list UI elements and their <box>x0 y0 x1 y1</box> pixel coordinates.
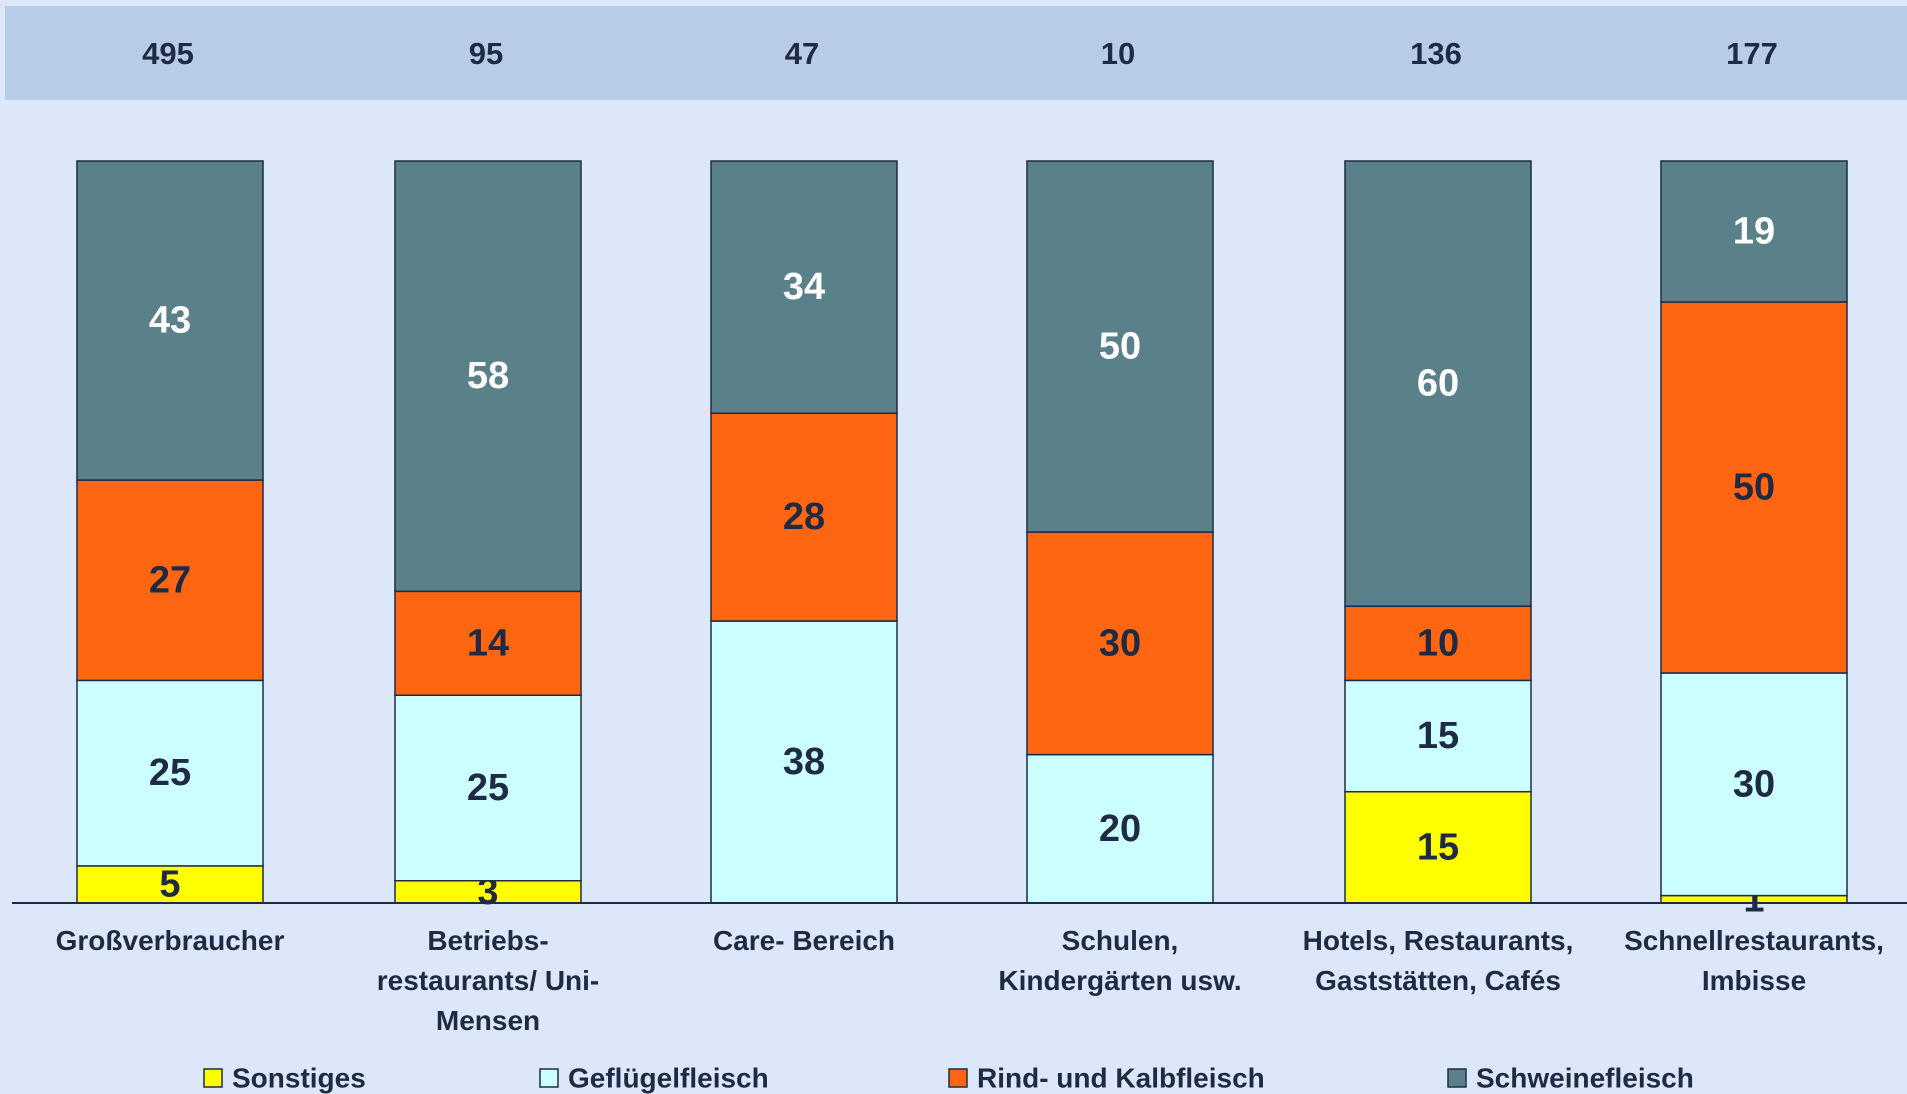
value-label: 58 <box>467 355 509 397</box>
value-label: 50 <box>1099 326 1141 368</box>
bar-segment <box>1026 753 1214 904</box>
value-label: 27 <box>149 559 191 601</box>
bar-segment <box>1660 160 1848 303</box>
bar-segment <box>1660 301 1848 674</box>
value-label: 34 <box>783 266 825 308</box>
value-label: 10 <box>1417 622 1459 664</box>
bar-segment <box>1026 160 1214 533</box>
value-label: 19 <box>1733 211 1775 253</box>
category-label: Care- Bereich <box>712 925 896 956</box>
value-label: 30 <box>1733 763 1775 805</box>
legend-swatch <box>1447 1068 1467 1088</box>
category-label: Hotels, Restaurants, Gaststätten, Cafés <box>1302 925 1574 996</box>
legend-swatch <box>539 1068 559 1088</box>
total-label: 495 <box>142 36 194 71</box>
value-label: 43 <box>149 300 191 342</box>
header-band <box>5 6 1907 100</box>
value-label: 15 <box>1417 826 1459 868</box>
total-label: 10 <box>1101 36 1135 71</box>
category-label: Betriebs- restaurants/ Uni- Mensen <box>376 925 600 1036</box>
legend-label: Sonstiges <box>232 1062 366 1093</box>
bar-segment <box>1344 160 1532 607</box>
legend-label: Geflügelfleisch <box>568 1062 769 1093</box>
value-label: 60 <box>1417 363 1459 405</box>
total-label: 136 <box>1410 36 1462 71</box>
value-label: 30 <box>1099 622 1141 664</box>
bar-segment <box>76 479 264 682</box>
bar-segment <box>394 694 582 882</box>
bar-segment <box>1660 672 1848 897</box>
bar-segment <box>76 160 264 481</box>
legend-swatch <box>203 1068 223 1088</box>
value-label: 20 <box>1099 808 1141 850</box>
bar-segment <box>394 590 582 696</box>
category-label: Schnellrestaurants, Imbisse <box>1624 925 1884 996</box>
value-label: 25 <box>149 752 191 794</box>
bar-segment <box>1344 790 1532 904</box>
bar-segment <box>710 620 898 904</box>
value-label: 14 <box>467 622 509 664</box>
total-label: 95 <box>469 36 503 71</box>
bar-segment <box>710 160 898 415</box>
legend-label: Rind- und Kalbfleisch <box>977 1062 1265 1093</box>
category-label: Großverbraucher <box>55 925 285 956</box>
category-label: Schulen, Kindergärten usw. <box>998 925 1242 996</box>
legend-swatch <box>948 1068 968 1088</box>
legend-label: Schweinefleisch <box>1476 1062 1694 1093</box>
value-label: 50 <box>1733 467 1775 509</box>
total-label: 47 <box>785 36 819 71</box>
bar-segment <box>1026 531 1214 756</box>
value-label: 15 <box>1417 715 1459 757</box>
bar-segment <box>1344 679 1532 793</box>
value-label: 5 <box>159 863 180 905</box>
bar-segment <box>710 412 898 622</box>
bar-segment <box>1344 605 1532 682</box>
total-label: 177 <box>1726 36 1778 71</box>
bar-segment <box>76 679 264 867</box>
value-label: 28 <box>783 496 825 538</box>
value-label: 38 <box>783 741 825 783</box>
value-label: 25 <box>467 767 509 809</box>
bar-segment <box>394 160 582 593</box>
